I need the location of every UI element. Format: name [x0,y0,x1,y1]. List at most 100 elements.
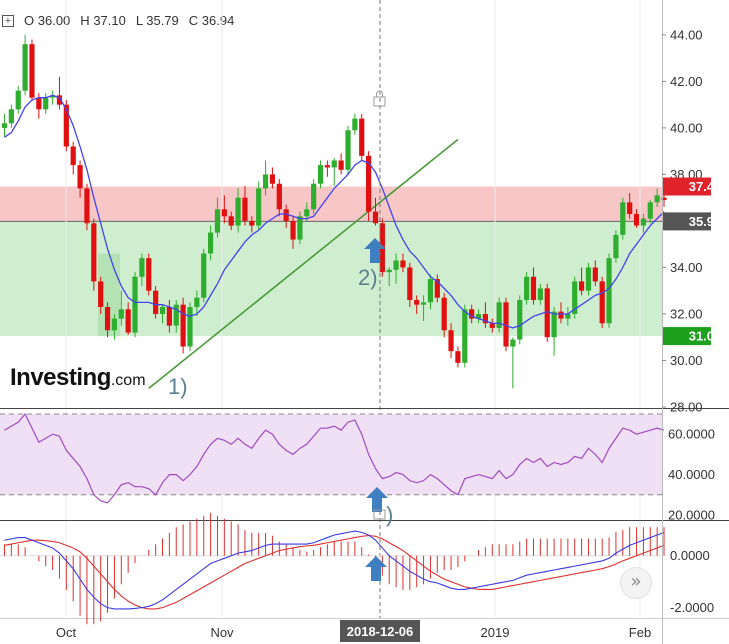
support-price-tag: 31.05 [689,329,722,344]
up-arrow-icon [365,556,387,581]
candle [654,195,660,203]
candle [420,302,427,305]
candle [104,306,111,331]
scroll-forward-button[interactable]: » [620,567,652,599]
candle [1,123,8,128]
price-tick-label: 34.00 [670,260,703,275]
candle [98,281,104,307]
candle [297,216,303,240]
candle [393,260,399,270]
candle [489,323,495,328]
candle [118,309,124,319]
support-price-tag-bg [663,327,711,346]
price-tick-label: 28.00 [670,400,703,415]
annotation-3: ) [386,502,393,527]
candle [455,351,461,363]
candle [414,300,420,305]
time-tick-label: Nov [210,625,234,640]
candle [70,146,76,166]
candle [43,97,49,110]
candle [462,309,468,363]
candle [228,216,234,226]
time-tick-label: 2019 [481,625,510,640]
annotation-2: 2) [358,265,378,290]
candle [592,267,598,282]
candle [496,302,502,328]
price-tick-label: 44.00 [670,27,703,42]
current-price-tag: 37.48 [689,179,722,194]
candle [22,44,28,91]
candle [269,174,276,184]
price-tick-label: 40.00 [670,120,703,135]
candle [132,276,138,333]
ohlc-open: O 36.00 [24,13,71,28]
candle [640,218,647,226]
candle [352,118,358,131]
logo-word: Investing [10,364,111,391]
logo-suffix: .com [110,372,146,389]
candle [77,165,83,189]
candle [187,306,193,347]
candle [242,197,248,221]
rsi-tick-label: 40.0000 [668,467,715,482]
rsi-tick-label: 20.0000 [668,507,715,522]
candle [372,211,379,224]
macd-line [4,530,665,610]
candle [15,90,21,110]
candle [139,258,145,277]
candle [524,276,530,301]
rsi-line [4,412,665,504]
candle [49,95,56,98]
candle [276,183,282,210]
price-tick-label: 42.00 [670,74,703,89]
ohlc-legend: + O 36.00 H 37.10 L 35.79 C 36.94 [2,13,234,28]
candle [317,165,324,184]
ohlc-low: L 35.79 [135,13,179,28]
candle [510,339,516,347]
plus-square-icon[interactable]: + [2,14,14,27]
candle [235,197,241,226]
crosshair-date-tag: 2018-12-06 [347,624,414,639]
candle [290,220,296,240]
candle [434,279,440,298]
crosshair-date-tag-bg [340,620,420,642]
candle [585,267,592,291]
lock-icon [373,509,386,520]
candle [146,258,152,291]
candle [366,155,372,212]
candle [208,232,214,254]
candle [201,253,207,298]
ohlc-high: H 37.10 [80,13,126,28]
candle [311,183,317,210]
candle [386,269,392,273]
candle [558,311,564,319]
rsi-tick-label: 60.0000 [668,427,715,442]
candle [180,304,186,347]
annotation-1: 1) [168,374,188,399]
candle [338,160,344,170]
price-tick-label: 30.00 [670,353,703,368]
price-tick-label: 32.00 [670,306,703,321]
candle [482,313,488,324]
candle [537,288,543,301]
candle [599,281,605,324]
candle [29,44,35,98]
ohlc-close: C 36.94 [188,13,235,28]
candle [647,202,653,219]
candle [262,174,269,189]
candle [166,306,172,326]
candle [565,313,571,319]
crosshair-price-tag: 35.98 [689,214,722,229]
candle [153,290,159,314]
crosshair-price-tag-bg [663,212,711,231]
trendline [148,138,459,390]
candle [633,213,640,226]
candle [249,220,255,226]
candle [441,297,447,331]
up-arrow-icon [364,238,386,263]
candle [159,306,166,314]
candle [214,209,221,233]
lock-icon [373,96,386,107]
candle [448,330,454,352]
